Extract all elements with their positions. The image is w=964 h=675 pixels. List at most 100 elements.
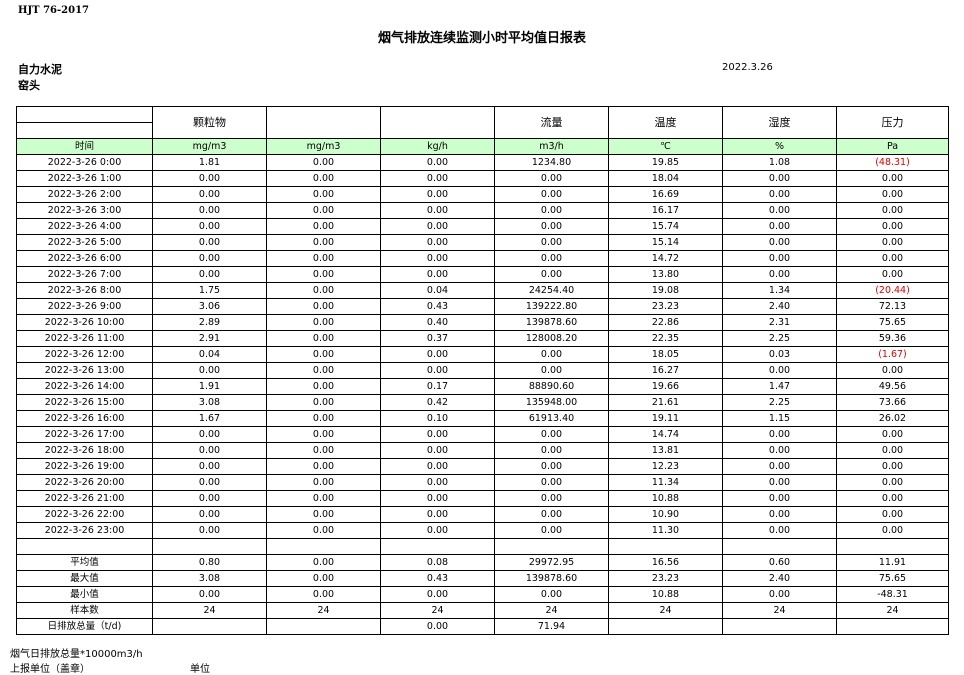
value-cell: 0.00 [836, 186, 949, 203]
row-label: 2022-3-26 3:00 [16, 202, 153, 219]
value-cell: 0.00 [152, 266, 267, 283]
value-cell: 0.00 [380, 490, 495, 507]
value-cell: 16.69 [608, 186, 723, 203]
value-cell: 0.00 [152, 362, 267, 379]
value-cell: 1.34 [722, 282, 837, 299]
row-label: 2022-3-26 2:00 [16, 186, 153, 203]
report-title: 烟气排放连续监测小时平均值日报表 [377, 31, 586, 46]
value-cell: 0.00 [266, 170, 381, 187]
row-label: 2022-3-26 15:00 [16, 394, 153, 411]
table-row: 2022-3-26 11:00 2.91 0.00 0.37 128008.20 22.3… [16, 330, 949, 347]
value-cell: 19.08 [608, 282, 723, 299]
value-cell: 0.00 [380, 266, 495, 283]
value-cell: 135948.00 [494, 394, 609, 411]
table-row: 2022-3-26 23:00 0.00 0.00 0.00 0.00 11.30 0.00… [16, 522, 949, 539]
value-cell: 0.00 [152, 218, 267, 235]
blank-cell [380, 538, 495, 555]
value-cell: 10.88 [608, 490, 723, 507]
row-label: 2022-3-26 5:00 [16, 234, 153, 251]
value-cell: 12.23 [608, 458, 723, 475]
value-cell: 0.00 [836, 362, 949, 379]
row-label: 2022-3-26 17:00 [16, 426, 153, 443]
value-cell: 18.04 [608, 170, 723, 187]
unit-cell: mg/m3 [266, 138, 381, 155]
value-cell: 0.00 [494, 202, 609, 219]
value-cell: 1.67 [152, 410, 267, 427]
value-cell: 0.00 [152, 202, 267, 219]
unit-cell: 时间 [16, 138, 153, 155]
value-cell: 75.65 [836, 570, 949, 587]
value-cell: 0.00 [380, 618, 495, 635]
value-cell: 0.00 [494, 506, 609, 523]
blank-cell [494, 538, 609, 555]
report-date: 2022.3.26 [722, 62, 773, 73]
value-cell: 0.00 [836, 426, 949, 443]
value-cell: 0.00 [152, 250, 267, 267]
value-cell: (1.67) [836, 346, 949, 363]
spacer-row [16, 538, 949, 555]
value-cell: 0.08 [380, 554, 495, 571]
value-cell: 0.00 [836, 458, 949, 475]
value-cell: 0.40 [380, 314, 495, 331]
row-label: 2022-3-26 4:00 [16, 218, 153, 235]
value-cell: 0.00 [494, 186, 609, 203]
value-cell: 24 [608, 602, 723, 619]
value-cell: 0.00 [836, 170, 949, 187]
units-row: 时间 mg/m3 mg/m3 kg/h m3/h ℃% Pa [16, 138, 949, 155]
column-header: 温度 [608, 106, 723, 139]
row-label: 2022-3-26 14:00 [16, 378, 153, 395]
value-cell: 0.00 [380, 170, 495, 187]
value-cell: 0.00 [380, 202, 495, 219]
value-cell: 0.00 [722, 426, 837, 443]
value-cell: 0.00 [266, 186, 381, 203]
row-label: 2022-3-26 19:00 [16, 458, 153, 475]
value-cell: 1.08 [722, 154, 837, 171]
value-cell: (20.44) [836, 282, 949, 299]
report-table: 颗粒物 流量 温度 湿度 压力 时间 mg/m3 mg/m3 kg/h m3/h ℃% Pa 2022-… [16, 106, 949, 635]
value-cell: 0.43 [380, 298, 495, 315]
column-header: 压力 [836, 106, 949, 139]
value-cell: 128008.20 [494, 330, 609, 347]
value-cell: 0.00 [266, 410, 381, 427]
row-label: 2022-3-26 0:00 [16, 154, 153, 171]
value-cell: 0.00 [266, 586, 381, 603]
table-row: 2022-3-26 10:00 2.89 0.00 0.40 139878.60 22.8… [16, 314, 949, 331]
value-cell: 49.56 [836, 378, 949, 395]
value-cell: 0.60 [722, 554, 837, 571]
value-cell: 24 [266, 602, 381, 619]
value-cell: 0.00 [266, 522, 381, 539]
table-row: 2022-3-26 13:00 0.00 0.00 0.00 0.00 16.27 0.00… [16, 362, 949, 379]
value-cell: 11.30 [608, 522, 723, 539]
value-cell: 22.35 [608, 330, 723, 347]
value-cell [152, 618, 267, 635]
value-cell: 71.94 [494, 618, 609, 635]
value-cell: 0.00 [266, 298, 381, 315]
value-cell: 0.00 [152, 474, 267, 491]
table-row: 2022-3-26 17:00 0.00 0.00 0.00 0.00 14.74 0.00… [16, 426, 949, 443]
value-cell: 0.00 [152, 522, 267, 539]
value-cell: 18.05 [608, 346, 723, 363]
value-cell: 0.00 [266, 250, 381, 267]
value-cell: 1.15 [722, 410, 837, 427]
blank-cell [836, 538, 949, 555]
value-cell: 61913.40 [494, 410, 609, 427]
value-cell: 2.25 [722, 330, 837, 347]
blank-cell [266, 538, 381, 555]
value-cell: 0.00 [152, 186, 267, 203]
value-cell: 0.00 [152, 234, 267, 251]
value-cell: 0.00 [380, 458, 495, 475]
header-cell-blank [16, 106, 153, 123]
summary-row: 样本数 24 24 24 24 24 24 24 [16, 602, 949, 619]
row-label: 2022-3-26 11:00 [16, 330, 153, 347]
table-row: 2022-3-26 16:00 1.67 0.00 0.10 61913.40 19.11… [16, 410, 949, 427]
blank-cell [152, 538, 267, 555]
row-label: 平均值 [16, 554, 153, 571]
value-cell: 1.81 [152, 154, 267, 171]
value-cell: 0.00 [152, 490, 267, 507]
value-cell: 0.00 [494, 250, 609, 267]
company-name: 自力水泥 [18, 63, 62, 76]
summary-row: 最大值 3.08 0.00 0.43 139878.60 23.23 2.40 75.65 [16, 570, 949, 587]
value-cell: 0.00 [494, 234, 609, 251]
value-cell: 13.81 [608, 442, 723, 459]
value-cell: 0.00 [722, 218, 837, 235]
